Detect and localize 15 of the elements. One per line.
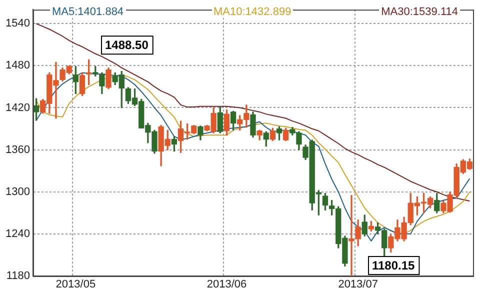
y-tick-label: 1480 (6, 60, 30, 72)
y-tick-label: 1360 (6, 144, 30, 156)
y-tick-label: 1540 (6, 18, 30, 30)
annotation: 1180.15 (372, 258, 416, 272)
y-tick-label: 1420 (6, 102, 30, 114)
annotation: 1488.50 (105, 38, 149, 52)
y-tick-label: 1180 (6, 270, 30, 282)
x-tick-label: 2013/07 (338, 278, 378, 291)
text: MA5:1401.884 (50, 6, 126, 18)
y-tick-label: 1240 (6, 228, 30, 240)
text: MA10:1432.899 (212, 6, 294, 18)
x-tick-label: 2013/05 (56, 278, 96, 291)
x-tick-label: 2013/06 (206, 278, 247, 291)
text: MA30:1539.114 (379, 6, 460, 18)
y-tick-label: 1300 (6, 186, 30, 198)
